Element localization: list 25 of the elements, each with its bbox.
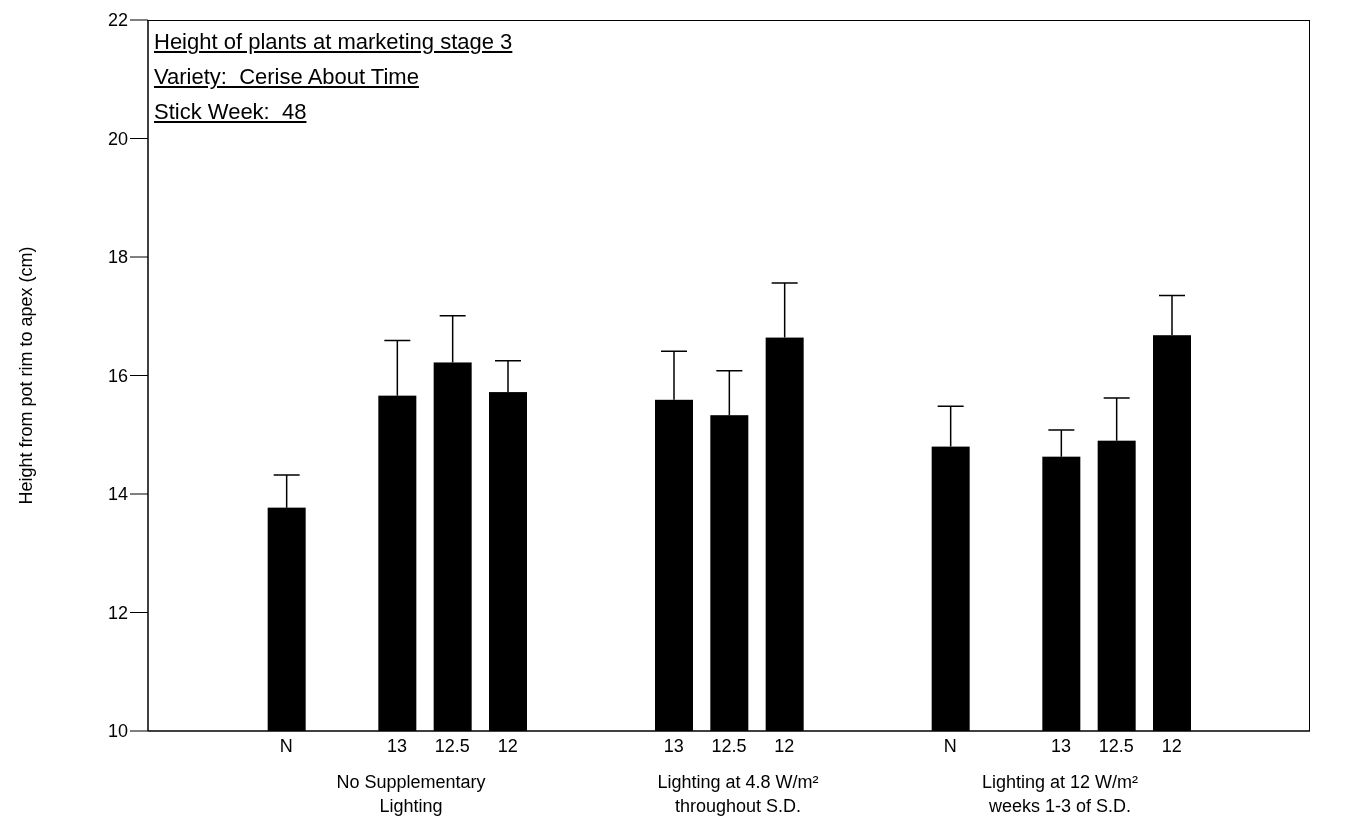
x-tick-label: 12 <box>774 735 795 756</box>
x-tick-label: 12.5 <box>1098 735 1134 756</box>
text: Variety: Cerise About Time <box>154 63 420 91</box>
text: No Supplementary Lighting <box>335 771 487 818</box>
y-tick-label: 12 <box>107 602 128 623</box>
y-tick-label: 16 <box>107 365 128 386</box>
x-tick-label: 12.5 <box>434 735 470 756</box>
x-tick-label: 13 <box>663 735 684 756</box>
y-tick-label: 10 <box>107 721 128 742</box>
x-tick-label: 12 <box>1161 735 1182 756</box>
y-tick-label: 20 <box>107 128 128 149</box>
y-tick-label: 14 <box>107 484 128 505</box>
x-tick-label: N <box>279 735 293 756</box>
annotation: Stick Week: 48 <box>154 98 308 126</box>
x-tick-label: 13 <box>1050 735 1072 756</box>
chart-title: Height of plants at marketing stage 3 <box>154 28 513 56</box>
text: Lighting at 4.8 W/m² throughout S.D. <box>656 771 820 818</box>
text: Lighting at 12 W/m² weeks 1-3 of S.D. <box>980 771 1140 818</box>
x-tick-label: 12.5 <box>711 735 747 756</box>
x-tick-label: 13 <box>386 735 408 756</box>
x-tick-label: N <box>943 735 957 756</box>
y-tick-label: 18 <box>107 247 128 268</box>
x-tick-label: 12 <box>497 735 518 756</box>
y-tick-label: 22 <box>107 10 128 31</box>
y-axis-title: Height from pot rim to apex (cm) <box>16 246 37 505</box>
